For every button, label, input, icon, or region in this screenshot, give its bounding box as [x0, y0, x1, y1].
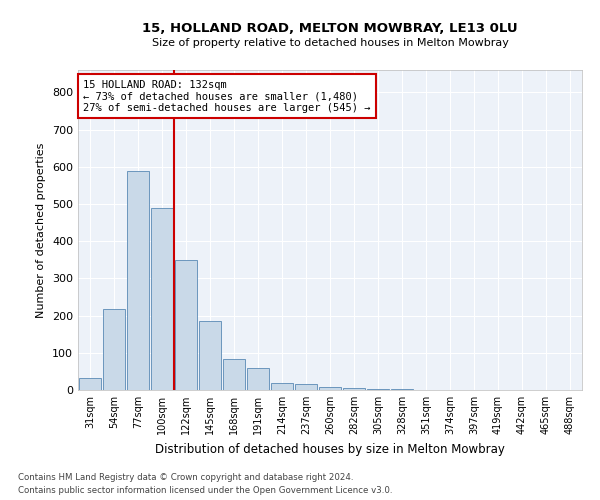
- Text: 15 HOLLAND ROAD: 132sqm
← 73% of detached houses are smaller (1,480)
27% of semi: 15 HOLLAND ROAD: 132sqm ← 73% of detache…: [83, 80, 371, 113]
- Bar: [343, 388, 365, 390]
- Bar: [103, 309, 125, 390]
- Bar: [271, 382, 293, 390]
- Y-axis label: Number of detached properties: Number of detached properties: [37, 142, 46, 318]
- Bar: [367, 389, 389, 390]
- Text: Contains public sector information licensed under the Open Government Licence v3: Contains public sector information licen…: [18, 486, 392, 495]
- Bar: [247, 368, 269, 390]
- Bar: [79, 378, 101, 390]
- Text: 15, HOLLAND ROAD, MELTON MOWBRAY, LE13 0LU: 15, HOLLAND ROAD, MELTON MOWBRAY, LE13 0…: [142, 22, 518, 36]
- Bar: [319, 387, 341, 390]
- Bar: [175, 260, 197, 390]
- X-axis label: Distribution of detached houses by size in Melton Mowbray: Distribution of detached houses by size …: [155, 442, 505, 456]
- Bar: [223, 360, 245, 390]
- Text: Contains HM Land Registry data © Crown copyright and database right 2024.: Contains HM Land Registry data © Crown c…: [18, 474, 353, 482]
- Text: Size of property relative to detached houses in Melton Mowbray: Size of property relative to detached ho…: [152, 38, 508, 48]
- Bar: [151, 208, 173, 390]
- Bar: [295, 384, 317, 390]
- Bar: [127, 171, 149, 390]
- Bar: [199, 321, 221, 390]
